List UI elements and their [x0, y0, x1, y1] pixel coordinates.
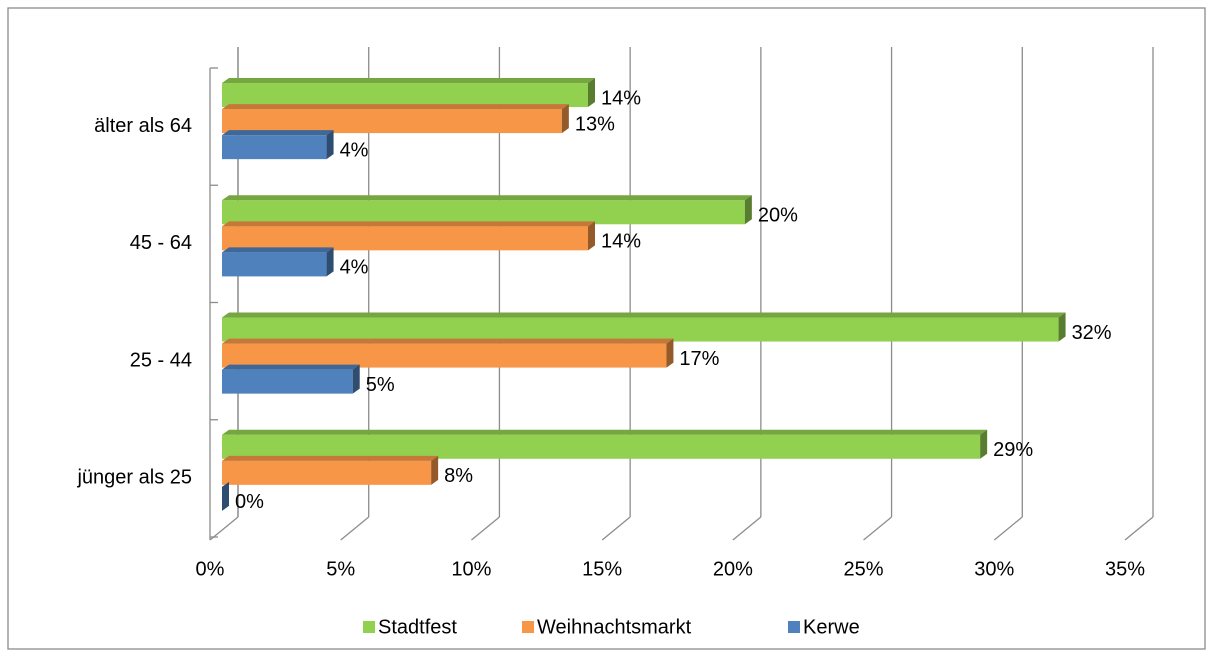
x-tick-label: 5% [326, 558, 355, 580]
bar-front [222, 135, 327, 160]
x-tick-label: 15% [582, 558, 622, 580]
value-label: 32% [1072, 322, 1112, 344]
grid-floor [340, 516, 370, 541]
legend-swatch [788, 621, 800, 633]
bar-side [588, 221, 595, 251]
legend-label: Kerwe [803, 616, 860, 638]
bar [222, 364, 360, 394]
x-tick-label: 25% [844, 558, 884, 580]
x-tick-label: 10% [451, 558, 491, 580]
value-label: 5% [366, 374, 395, 396]
bar-front [222, 226, 588, 251]
bar-top [222, 78, 595, 84]
y-tick-label: 45 - 64 [130, 232, 192, 254]
bar-top [222, 455, 439, 461]
bar-top [222, 104, 569, 110]
bar [222, 481, 229, 511]
bar-side [980, 429, 988, 459]
legend-label: Stadtfest [378, 616, 457, 638]
bar-front [222, 317, 1059, 342]
bar-top [222, 130, 334, 136]
bar-side [588, 78, 595, 108]
bar-top [222, 312, 1066, 318]
grid-floor [863, 516, 892, 541]
bar-front [222, 434, 981, 459]
x-tick-label: 35% [1105, 558, 1145, 580]
bar-top [222, 429, 988, 435]
value-label: 8% [444, 465, 473, 487]
bar-side [666, 338, 674, 368]
bar [222, 455, 439, 485]
x-tick-label: 30% [974, 558, 1014, 580]
bar-side [326, 130, 334, 160]
bar-front [222, 369, 353, 394]
grid-floor [732, 516, 762, 541]
bar-top [222, 221, 595, 227]
bar-side [1058, 312, 1066, 342]
value-label: 14% [601, 87, 641, 109]
value-label: 4% [340, 139, 369, 161]
bar-front [222, 109, 562, 134]
grid-floor [209, 516, 239, 541]
bar-side [352, 364, 360, 394]
bar [222, 78, 595, 108]
bar-top [222, 247, 334, 253]
value-label: 14% [601, 231, 641, 253]
value-label: 0% [235, 491, 264, 513]
bar-side [326, 247, 334, 277]
x-tick-label: 20% [713, 558, 753, 580]
bar [222, 429, 988, 459]
bar-front [222, 460, 432, 485]
legend-swatch [363, 621, 375, 633]
legend-swatch [522, 621, 534, 633]
bar [222, 247, 334, 277]
bar-top [222, 364, 360, 370]
value-label: 13% [575, 113, 615, 135]
grid-floor [471, 516, 500, 541]
bar-side [222, 481, 229, 511]
value-label: 29% [993, 439, 1033, 461]
y-tick-label: jünger als 25 [76, 467, 192, 489]
y-tick-label: 25 - 44 [130, 349, 192, 371]
y-tick-label: älter als 64 [94, 115, 192, 137]
bar-side [561, 104, 569, 134]
value-label: 4% [340, 257, 369, 279]
value-label: 20% [758, 205, 798, 227]
legend-label: Weihnachtsmarkt [537, 616, 692, 638]
bar [222, 312, 1066, 342]
bar [222, 104, 569, 134]
x-tick-label: 0% [196, 558, 225, 580]
bar [222, 195, 752, 225]
bar-front [222, 200, 745, 225]
bar-side [744, 195, 752, 225]
bar [222, 130, 334, 160]
bar-side [431, 455, 439, 485]
bar [222, 338, 674, 368]
value-label: 17% [679, 348, 719, 370]
bar-front [222, 343, 667, 368]
grid-floor [993, 516, 1023, 541]
bar-front [222, 252, 327, 277]
bar-top [222, 338, 674, 344]
grid-floor [1124, 516, 1154, 541]
bar-top [222, 195, 752, 201]
bar-front [222, 83, 588, 108]
grid-floor [601, 516, 631, 541]
bar [222, 221, 595, 251]
